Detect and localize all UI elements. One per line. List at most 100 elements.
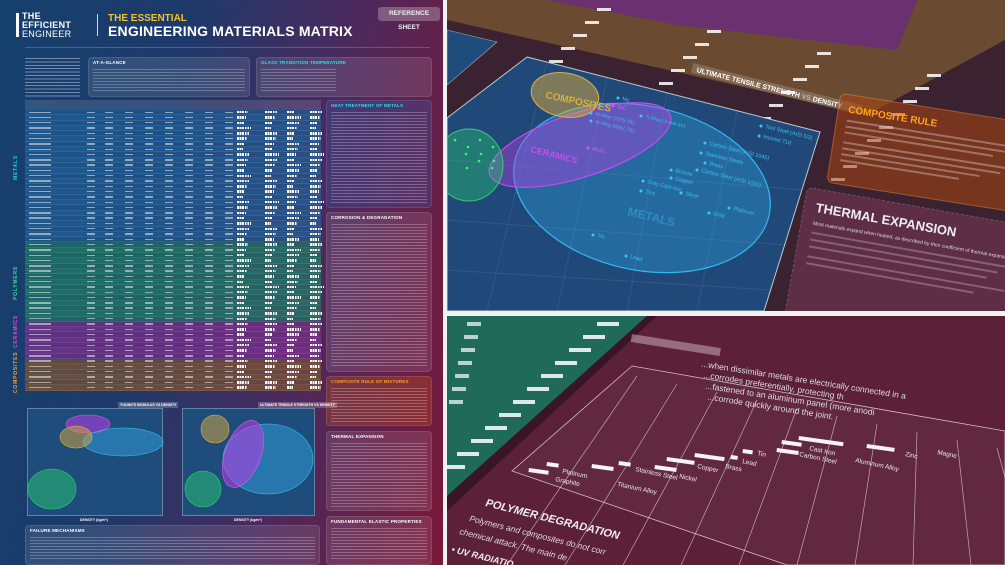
brand-line: THE [22,11,41,21]
rating-dots [237,301,244,305]
brand-line: EFFICIENT [22,20,72,30]
potential-bar [730,454,738,460]
rating-dots [265,163,275,167]
rating-dots [447,465,465,469]
table-band-ceramics [547,0,917,50]
rating-dots [237,163,246,167]
rating-dots [310,354,319,358]
point-label: Bronze [675,168,693,178]
rating-dots [310,280,317,283]
table-row [25,152,324,158]
rating-dots [237,179,249,183]
rating-dots [237,317,247,320]
materials-table [25,100,324,393]
rating-dots [310,206,322,209]
rating-dots [310,264,323,267]
x-axis-label: DENSITY (kg/m³) [80,518,108,522]
rating-dots [265,275,274,278]
rating-dots [449,400,463,404]
rating-dots [310,116,320,119]
data-point [669,168,673,172]
rating-dots [287,126,297,130]
polymers-region [184,470,222,508]
potential-bar [798,436,844,447]
table-row [25,348,321,354]
table-row [25,385,321,391]
rating-dots [287,142,300,146]
title-top: THE ESSENTIAL [108,13,187,24]
potential-bar [654,465,677,473]
table-row [25,263,323,269]
rating-dots [237,111,248,114]
rating-dots [265,375,271,379]
grid-line [912,431,918,565]
rating-dots [287,338,297,342]
rating-dots [769,104,783,107]
rating-dots [287,179,295,183]
rating-dots [237,216,244,220]
potential-bar [742,449,753,455]
potential-bar [618,460,631,467]
rating-dots [237,365,246,368]
table-row [25,353,321,359]
rating-dots [310,301,318,305]
rating-dots [265,206,277,209]
potential-bar [776,448,799,456]
rating-dots [287,148,298,151]
card-title: THERMAL EXPANSION [331,434,384,439]
rating-dots [805,65,819,68]
table-row [25,178,323,185]
modulus-density-chart [27,408,164,516]
data-point [591,233,595,237]
point-label: Silver [685,191,700,200]
rating-dots [287,365,301,368]
rating-dots [287,190,300,193]
data-point [679,191,683,195]
rating-dots [310,142,319,146]
rating-dots [310,328,320,331]
potential-bar [781,440,802,447]
rating-dots [265,264,278,267]
rating-dots [237,142,245,146]
rating-dots [237,227,249,230]
rating-dots [287,222,297,225]
rating-dots [265,370,273,373]
table-row [25,247,321,254]
grid-line [680,399,758,565]
data-point [492,159,496,163]
rating-dots [915,87,929,90]
rating-dots [265,227,278,230]
rating-dots [237,153,250,156]
rating-dots [287,301,299,305]
rating-dots [287,317,293,320]
rating-dots [237,232,247,236]
rating-dots [461,348,475,352]
rating-dots [265,285,279,289]
potential-bar [866,444,895,452]
rating-dots [237,280,243,283]
rating-dots [265,322,277,326]
rating-dots [903,100,917,103]
rating-dots [287,375,297,379]
data-point [707,211,711,215]
rating-dots [287,280,298,283]
data-point [479,152,483,156]
header-rule [25,47,430,48]
rating-dots [464,335,478,339]
table-row [25,136,321,142]
rating-dots [287,227,295,230]
intro-text [25,58,80,98]
rating-dots [817,52,831,55]
brand-logo: THE EFFICIENT ENGINEER [22,12,71,39]
card-composite-rule: COMPOSITE RULE OF MIXTURES [326,376,432,426]
table-row [25,305,321,312]
page-title: ENGINEERING MATERIALS MATRIX [108,23,353,39]
galvanic-metal-label: Tin [757,450,767,459]
table-row [25,221,321,227]
rating-dots [287,381,295,384]
potential-bar [694,452,725,462]
rating-dots [287,163,301,167]
rating-dots [237,211,246,215]
rating-dots [287,185,293,188]
rating-dots [452,387,466,391]
